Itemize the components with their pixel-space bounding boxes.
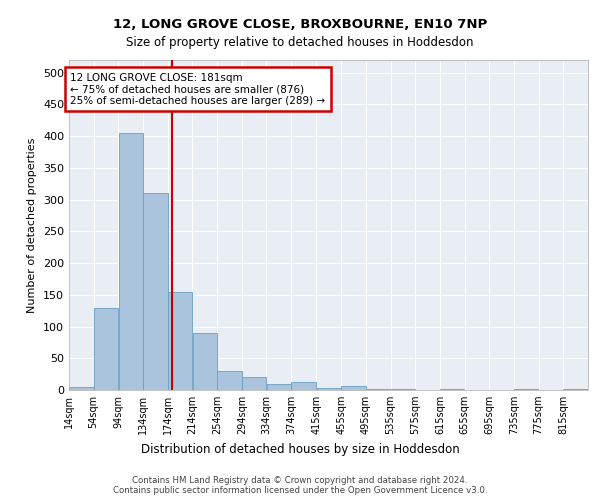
Bar bbox=[292, 382, 316, 390]
Text: 12 LONG GROVE CLOSE: 181sqm
← 75% of detached houses are smaller (876)
25% of se: 12 LONG GROVE CLOSE: 181sqm ← 75% of det… bbox=[70, 72, 325, 106]
Bar bbox=[193, 333, 217, 390]
Bar bbox=[143, 194, 167, 390]
Bar bbox=[119, 133, 143, 390]
Bar bbox=[217, 371, 242, 390]
Bar bbox=[69, 387, 94, 390]
Y-axis label: Number of detached properties: Number of detached properties bbox=[28, 138, 37, 312]
Text: Size of property relative to detached houses in Hoddesdon: Size of property relative to detached ho… bbox=[126, 36, 474, 49]
Bar bbox=[168, 292, 192, 390]
Bar bbox=[366, 388, 391, 390]
Bar bbox=[266, 384, 291, 390]
Bar bbox=[94, 308, 118, 390]
Text: 12, LONG GROVE CLOSE, BROXBOURNE, EN10 7NP: 12, LONG GROVE CLOSE, BROXBOURNE, EN10 7… bbox=[113, 18, 487, 30]
Bar bbox=[242, 378, 266, 390]
Bar bbox=[317, 388, 341, 390]
Bar bbox=[341, 386, 365, 390]
Text: Distribution of detached houses by size in Hoddesdon: Distribution of detached houses by size … bbox=[140, 442, 460, 456]
Text: Contains HM Land Registry data © Crown copyright and database right 2024.
Contai: Contains HM Land Registry data © Crown c… bbox=[113, 476, 487, 495]
